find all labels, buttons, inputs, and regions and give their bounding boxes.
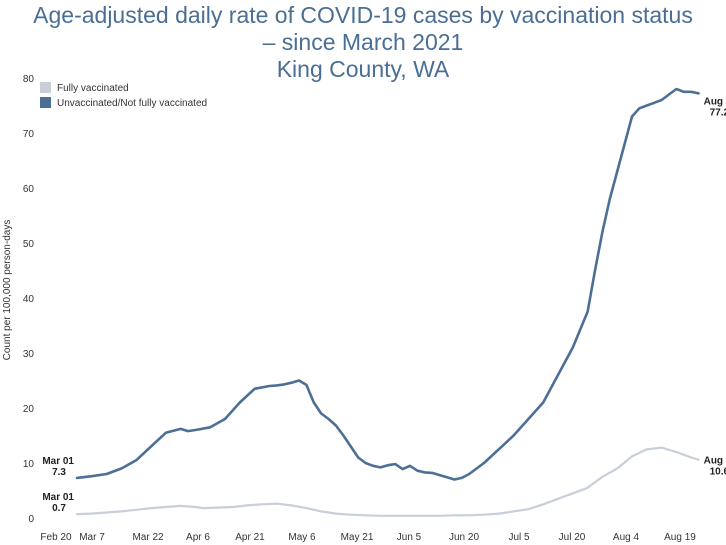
- y-tick-label: 80: [23, 74, 35, 85]
- y-tick-label: 60: [23, 184, 35, 195]
- series-line-fully-vaccinated: [75, 446, 700, 517]
- x-tick-label: Apr 21: [235, 532, 265, 543]
- series-layer: [75, 87, 700, 517]
- x-tick-label: May 6: [288, 532, 316, 543]
- legend: Fully vaccinated Unvaccinated/Not fully …: [40, 82, 207, 109]
- x-tick-label: Jun 5: [397, 532, 422, 543]
- legend-swatch-fully-vaccinated: [40, 82, 51, 93]
- x-tick-label: Jun 20: [449, 532, 479, 543]
- x-tick-label: Apr 6: [186, 532, 210, 543]
- x-tick-label: Mar 7: [79, 532, 105, 543]
- y-tick-label: 70: [23, 129, 35, 140]
- y-axis: 0 10 20 30 40 50 60 70 80: [23, 74, 35, 525]
- data-label-date: Mar 01: [42, 456, 74, 467]
- series-line-unvaccinated: [75, 87, 700, 481]
- x-tick-label: May 21: [341, 532, 374, 543]
- data-label-value: 0.7: [52, 503, 66, 514]
- y-tick-label: 20: [23, 404, 35, 415]
- data-label: Mar 017.3: [42, 456, 74, 478]
- y-tick-label: 50: [23, 239, 35, 250]
- x-tick-label: Mar 22: [132, 532, 164, 543]
- y-tick-label: 0: [28, 514, 34, 525]
- chart-title-line-3: King County, WA: [276, 56, 450, 82]
- chart-title-line-1: Age-adjusted daily rate of COVID-19 case…: [33, 2, 693, 28]
- data-label-date: Mar 01: [42, 492, 74, 503]
- data-label-value: 10.6: [710, 467, 726, 478]
- chart-title-line-2: – since March 2021: [262, 29, 464, 55]
- x-tick-label: Jul 5: [508, 532, 530, 543]
- data-label-value: 7.3: [52, 467, 66, 478]
- y-tick-label: 10: [23, 459, 35, 470]
- y-axis-label: Count per 100,000 person-days: [2, 220, 13, 361]
- legend-swatch-unvaccinated: [40, 97, 51, 108]
- y-tick-label: 30: [23, 349, 35, 360]
- data-label-date: Aug 17: [704, 456, 726, 467]
- data-label: Aug 1777.2: [704, 96, 726, 118]
- data-label-date: Aug 17: [704, 96, 726, 107]
- data-label: Aug 1710.6: [704, 456, 726, 478]
- y-tick-label: 40: [23, 294, 35, 305]
- data-label: Mar 010.7: [42, 492, 74, 514]
- legend-label-unvaccinated: Unvaccinated/Not fully vaccinated: [57, 98, 207, 109]
- legend-label-fully-vaccinated: Fully vaccinated: [57, 83, 129, 94]
- chart-title: Age-adjusted daily rate of COVID-19 case…: [0, 2, 726, 83]
- x-axis: Feb 20 Mar 7 Mar 22 Apr 6 Apr 21 May 6 May 21 J…: [40, 532, 696, 543]
- x-tick-label: Aug 4: [613, 532, 640, 543]
- x-tick-label: Aug 19: [664, 532, 696, 543]
- x-tick-label: Feb 20: [40, 532, 72, 543]
- x-tick-label: Jul 20: [559, 532, 586, 543]
- data-label-value: 77.2: [710, 107, 726, 118]
